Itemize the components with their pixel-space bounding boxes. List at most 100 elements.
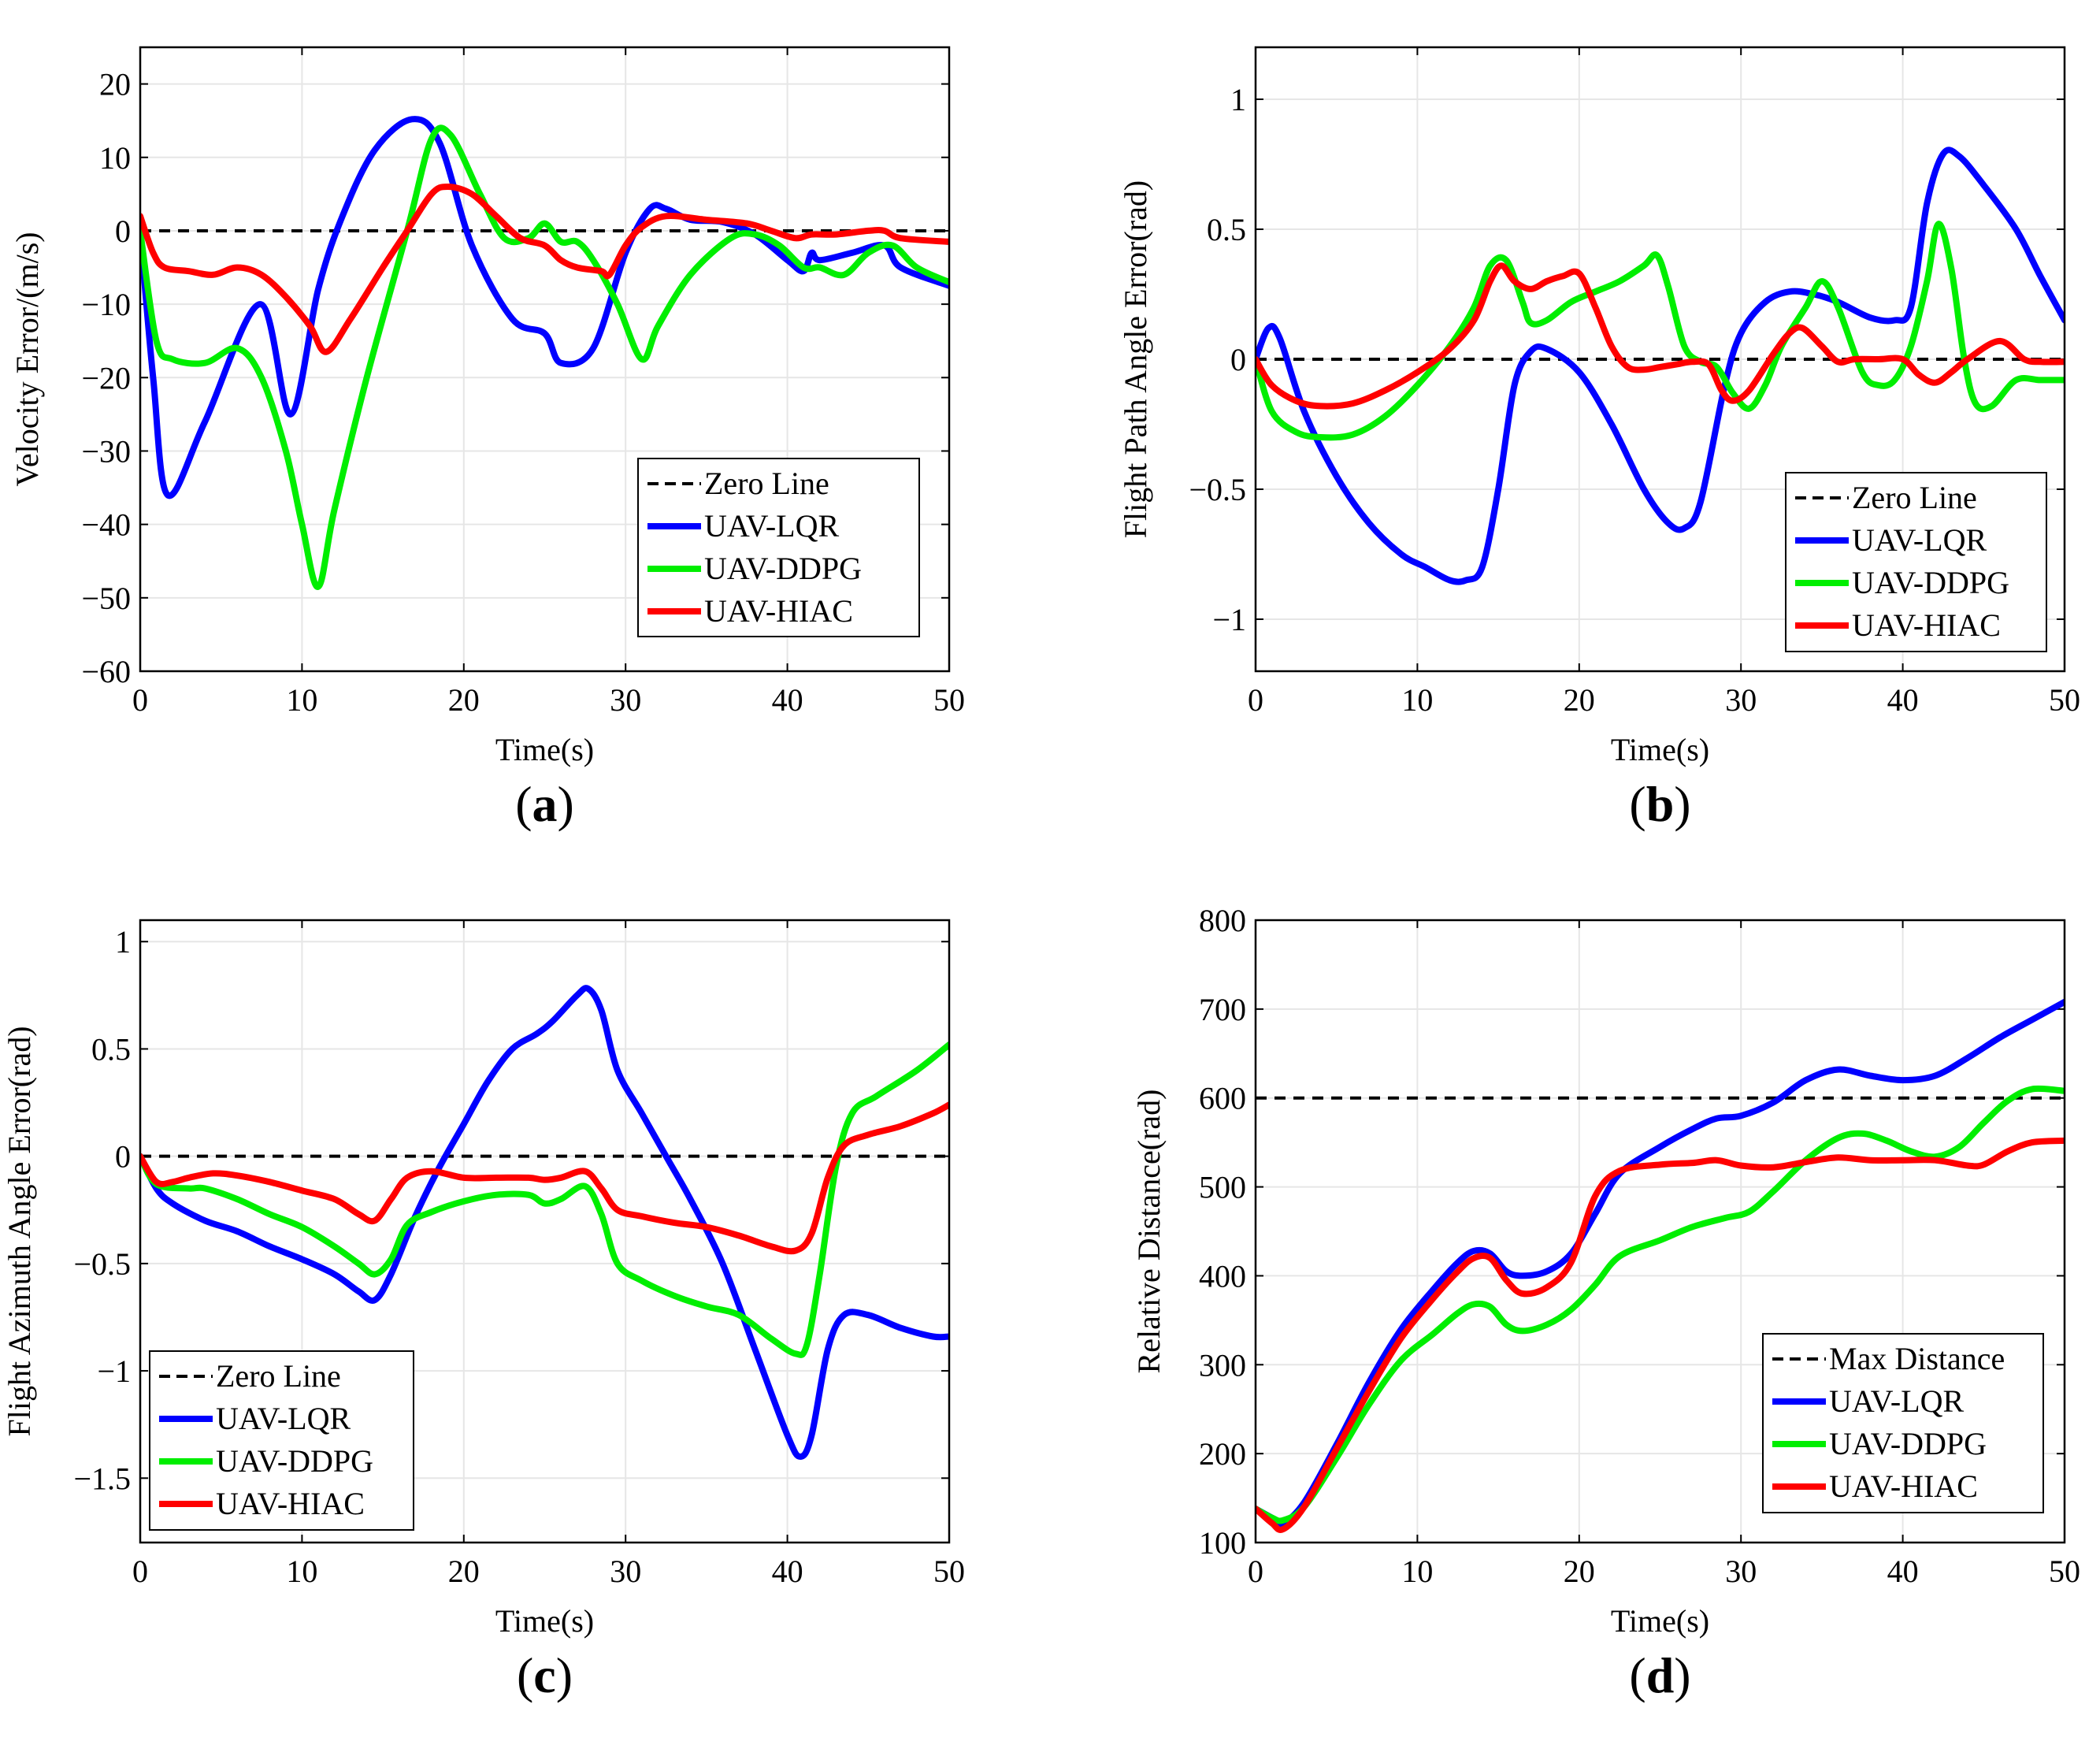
x-tick-label: 40 [1887,682,1919,718]
x-tick-label: 30 [1725,1554,1757,1589]
x-tick-label: 50 [933,1554,965,1589]
legend-label-uav-hiac: UAV-HIAC [1829,1468,1978,1504]
y-tick-label: 0.5 [1207,212,1246,247]
panel-label: (b) [1629,776,1690,832]
x-tick-label: 30 [610,1554,641,1589]
x-tick-label: 40 [1887,1554,1919,1589]
legend-label-uav-lqr: UAV-LQR [1829,1383,1964,1419]
x-tick-label: 30 [1725,682,1757,718]
panel-label: (c) [517,1647,573,1703]
panel-label-paren-open: ( [515,776,532,832]
series-line-uav-lqr [140,985,949,1460]
x-tick-label: 10 [286,682,317,718]
legend-label-reference: Zero Line [704,466,829,501]
series-line-uav-hiac [140,1101,949,1255]
series-line-uav-lqr [1256,147,2065,585]
panel-label-paren-open: ( [1629,776,1645,832]
legend-label-uav-ddpg: UAV-DDPG [704,551,862,586]
axes-box [139,919,951,1544]
x-axis-label: Time(s) [495,732,594,767]
legend-label-reference: Max Distance [1829,1341,2005,1376]
y-tick-label: −1 [1212,602,1246,637]
legend-label-uav-lqr: UAV-LQR [704,508,839,544]
series-group [140,985,949,1460]
y-tick-label: 200 [1199,1436,1246,1472]
legend-box [149,1350,414,1531]
axes-box [139,46,951,673]
y-tick-label: 700 [1199,992,1246,1027]
x-tick-label: 0 [1248,682,1263,718]
y-axis-label: Velocity Error/(m/s) [9,232,45,486]
y-tick-label: 0.5 [91,1031,131,1067]
x-tick-label: 40 [772,682,803,718]
y-tick-label: 20 [99,67,131,102]
x-axis-label: Time(s) [1611,732,1709,767]
x-tick-label: 50 [933,682,965,718]
series-line-uav-lqr [1256,998,2065,1527]
legend-label-uav-ddpg: UAV-DDPG [1852,565,2009,600]
y-axis-label: Flight Azimuth Angle Error(rad) [2,1026,37,1436]
x-axis-label: Time(s) [1611,1603,1709,1639]
legend-label-uav-hiac: UAV-HIAC [1852,607,2001,643]
panel-label-paren-open: ( [1629,1647,1645,1703]
chart-panel-d: 0 10 20 30 40 50 100 200 300 400 500 600 700 800 Time(… [1131,903,2080,1703]
panel-label-letter: b [1646,776,1675,832]
y-tick-label: −1.5 [73,1461,131,1496]
y-tick-label: −20 [81,360,131,395]
legend-label-reference: Zero Line [1852,480,1977,515]
y-tick-label: 100 [1199,1525,1246,1561]
series-group [1256,147,2065,585]
panel-label: (d) [1629,1647,1690,1703]
chart-panel-a: 0 10 20 30 40 50 −60 −50 −40 −30 −20 −10 0 10 20 Time(s… [9,46,965,832]
chart-panel-b: 0 10 20 30 40 50 −1 −0.5 0 0.5 1 Time(s) Flight Path… [1118,46,2080,832]
x-tick-label: 10 [286,1554,317,1589]
chart-panel-c: 0 10 20 30 40 50 −1.5 −1 −0.5 0 0.5 1 Time(s) Flight … [2,919,965,1703]
y-tick-label: 1 [115,924,131,960]
panel-label: (a) [515,776,574,832]
panel-label-paren-open: ( [517,1647,533,1703]
legend-box [637,458,920,637]
y-tick-label: 500 [1199,1170,1246,1205]
legend: Max Distance UAV-LQR UAV-DDPG UAV-HIAC [1762,1333,2044,1513]
x-tick-label: 0 [132,1554,148,1589]
panel-label-paren-close: ) [1674,1647,1690,1703]
x-tick-label: 0 [1248,1554,1263,1589]
x-tick-label: 10 [1401,682,1433,718]
x-tick-label: 20 [448,1554,480,1589]
y-tick-label: 0 [115,1139,131,1175]
series-line-uav-lqr [140,116,949,499]
x-tick-label: 0 [132,682,148,718]
x-axis-label: Time(s) [495,1603,594,1639]
legend-label-uav-lqr: UAV-LQR [216,1401,351,1436]
y-tick-label: −40 [81,507,131,543]
legend-label-uav-hiac: UAV-HIAC [216,1486,365,1521]
y-tick-label: 10 [99,140,131,176]
panel-label-paren-close: ) [1674,776,1690,832]
legend-box [1762,1333,2044,1513]
y-axis-label: Relative Distance(rad) [1131,1090,1167,1374]
series-line-uav-hiac [140,184,949,355]
axes-box [1254,919,2066,1544]
x-tick-label: 40 [772,1554,803,1589]
y-tick-label: 1 [1230,82,1246,117]
panel-label-paren-close: ) [558,776,574,832]
axes-box [1254,46,2066,673]
series-group [140,116,949,590]
series-group [1256,998,2065,1533]
series-line-uav-ddpg [140,1041,949,1358]
series-line-uav-hiac [1256,262,2065,410]
y-tick-label: −10 [81,287,131,322]
y-tick-label: −0.5 [1189,472,1246,507]
legend: Zero Line UAV-LQR UAV-DDPG UAV-HIAC [637,458,920,637]
panel-label-letter: d [1646,1647,1675,1703]
x-tick-label: 20 [448,682,480,718]
y-tick-label: −60 [81,654,131,689]
legend-label-uav-hiac: UAV-HIAC [704,593,853,629]
x-tick-label: 10 [1401,1554,1433,1589]
legend: Zero Line UAV-LQR UAV-DDPG UAV-HIAC [149,1350,414,1531]
legend-label-uav-ddpg: UAV-DDPG [216,1443,373,1479]
legend-label-uav-lqr: UAV-LQR [1852,522,1987,558]
legend-label-uav-ddpg: UAV-DDPG [1829,1426,1987,1461]
x-tick-label: 30 [610,682,641,718]
